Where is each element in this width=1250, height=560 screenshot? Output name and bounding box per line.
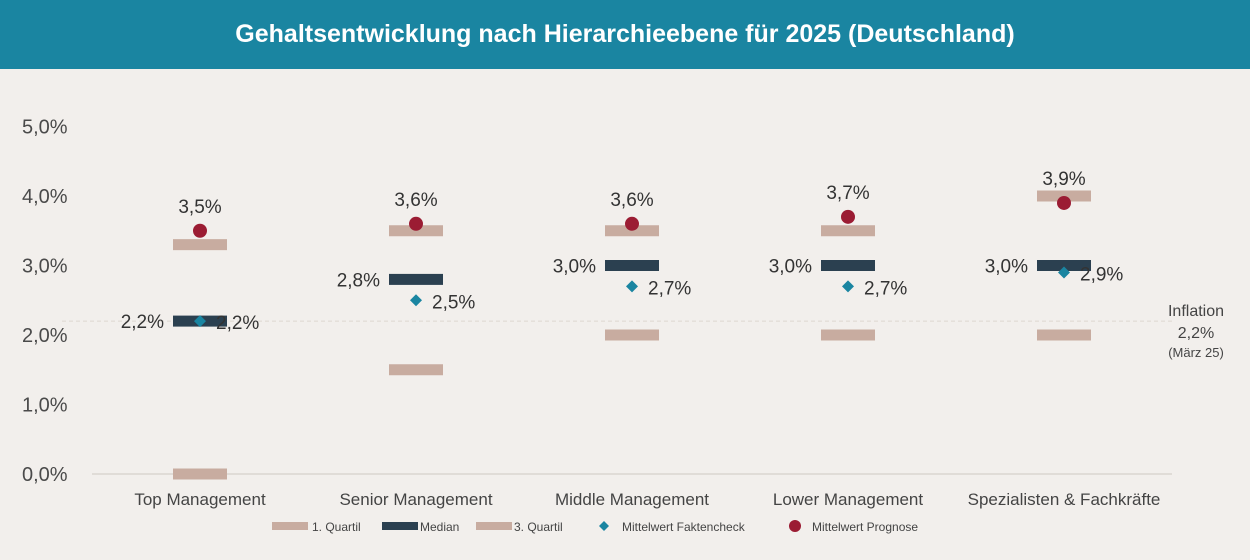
median-bar xyxy=(605,260,659,271)
q1-bar xyxy=(821,329,875,341)
faktencheck-label: 2,9% xyxy=(1080,264,1123,285)
prognose-marker xyxy=(409,216,423,231)
faktencheck-marker xyxy=(1058,266,1070,279)
prognose-label: 3,6% xyxy=(610,190,653,211)
prognose-label: 3,7% xyxy=(826,183,869,204)
prognose-marker xyxy=(841,209,855,224)
x-category-label: Middle Management xyxy=(555,490,709,509)
legend-swatch xyxy=(476,522,512,530)
legend-label: Mittelwert Prognose xyxy=(812,520,918,534)
faktencheck-label: 2,7% xyxy=(648,278,691,299)
inflation-label: Inflation xyxy=(1168,303,1224,320)
faktencheck-marker xyxy=(842,280,854,293)
legend-label: 3. Quartil xyxy=(514,520,563,534)
legend-swatch xyxy=(599,521,609,531)
q3-bar xyxy=(821,225,875,237)
prognose-marker xyxy=(1057,195,1071,210)
median-bar xyxy=(821,260,875,271)
median-label: 3,0% xyxy=(553,257,596,278)
inflation-value-label: 2,2% xyxy=(1178,325,1214,342)
x-category-label: Top Management xyxy=(134,490,266,509)
faktencheck-marker xyxy=(626,280,638,293)
prognose-label: 3,6% xyxy=(394,190,437,211)
median-label: 2,8% xyxy=(337,270,380,291)
q1-bar xyxy=(173,468,227,480)
legend-swatch xyxy=(382,522,418,530)
legend-swatch xyxy=(789,520,801,532)
legend-label: 1. Quartil xyxy=(312,520,361,534)
y-tick-label: 2,0% xyxy=(22,325,68,347)
inflation-date-label: (März 25) xyxy=(1168,345,1224,360)
median-bar xyxy=(1037,260,1091,271)
prognose-marker xyxy=(625,216,639,231)
q1-bar xyxy=(389,364,443,376)
y-tick-label: 4,0% xyxy=(22,186,68,208)
prognose-label: 3,5% xyxy=(178,197,221,218)
faktencheck-marker xyxy=(194,315,206,328)
y-tick-label: 5,0% xyxy=(22,117,68,139)
median-label: 3,0% xyxy=(769,257,812,278)
faktencheck-label: 2,2% xyxy=(216,313,259,334)
faktencheck-label: 2,7% xyxy=(864,278,907,299)
y-tick-label: 3,0% xyxy=(22,256,68,278)
median-label: 2,2% xyxy=(121,312,164,333)
x-category-label: Senior Management xyxy=(339,490,492,509)
median-label: 3,0% xyxy=(985,257,1028,278)
y-tick-label: 0,0% xyxy=(22,464,68,486)
q3-bar xyxy=(173,239,227,251)
legend-label: Median xyxy=(420,520,459,534)
legend-label: Mittelwert Faktencheck xyxy=(622,520,746,534)
median-bar xyxy=(389,273,443,285)
x-category-label: Spezialisten & Fachkräfte xyxy=(968,490,1161,509)
y-tick-label: 1,0% xyxy=(22,395,68,417)
q1-bar xyxy=(605,329,659,341)
title-bar: Gehaltsentwicklung nach Hierarchieebene … xyxy=(0,0,1250,69)
prognose-label: 3,9% xyxy=(1042,169,1085,190)
faktencheck-marker xyxy=(410,294,422,307)
x-category-label: Lower Management xyxy=(773,490,924,509)
chart-title: Gehaltsentwicklung nach Hierarchieebene … xyxy=(235,20,1015,48)
prognose-marker xyxy=(193,223,207,238)
q1-bar xyxy=(1037,329,1091,341)
legend-swatch xyxy=(272,522,308,530)
faktencheck-label: 2,5% xyxy=(432,292,475,313)
